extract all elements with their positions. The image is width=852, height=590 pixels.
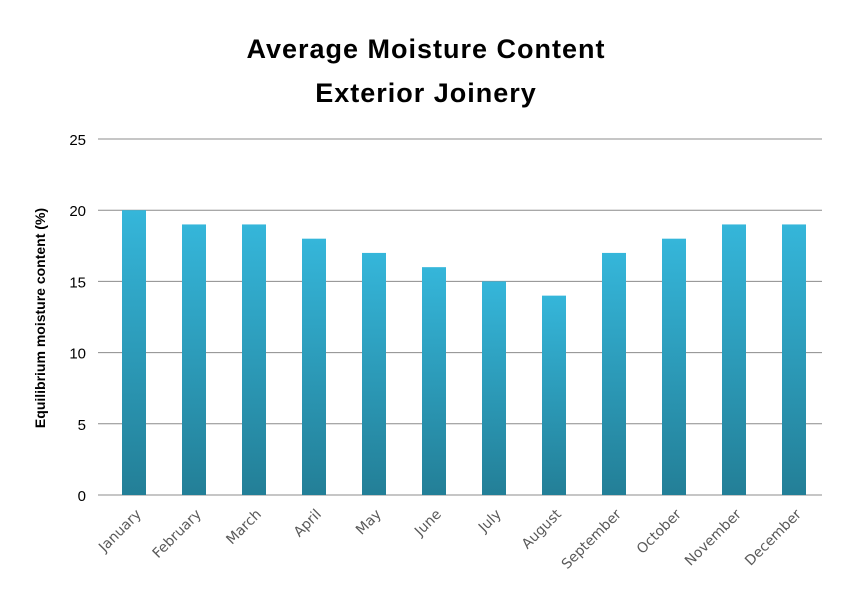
bar-april	[302, 238, 326, 495]
y-tick-label: 10	[69, 346, 86, 363]
x-tick-label: June	[411, 507, 445, 541]
y-tick-label: 5	[78, 417, 86, 434]
bar-october	[662, 238, 686, 495]
x-tick-label: September	[559, 506, 625, 572]
x-tick-label: November	[682, 506, 745, 569]
bar-june	[422, 267, 446, 495]
bar-december	[782, 224, 806, 495]
x-tick-label: May	[353, 507, 385, 539]
y-tick-label: 20	[69, 203, 86, 220]
x-tick-label: March	[223, 507, 264, 548]
x-tick-label: January	[95, 507, 145, 557]
x-tick-label: July	[475, 507, 505, 537]
chart-title-line1: Average Moisture Content	[246, 34, 606, 64]
bar-august	[542, 295, 566, 495]
x-tick-label: August	[519, 506, 565, 552]
bar-january	[122, 210, 146, 495]
y-tick-label: 0	[78, 488, 86, 505]
bar-november	[722, 224, 746, 495]
bar-september	[602, 252, 626, 495]
x-tick-label: October	[634, 506, 685, 557]
x-tick-label: February	[150, 507, 205, 562]
bar-july	[482, 281, 506, 495]
y-tick-label: 15	[69, 274, 86, 291]
x-tick-label: April	[291, 507, 325, 541]
chart-title-line2: Exterior Joinery	[315, 78, 537, 108]
y-tick-label: 25	[69, 132, 86, 149]
x-tick-label: December	[742, 506, 805, 569]
bar-february	[182, 224, 206, 495]
bar-may	[362, 252, 386, 495]
bar-march	[242, 224, 266, 495]
